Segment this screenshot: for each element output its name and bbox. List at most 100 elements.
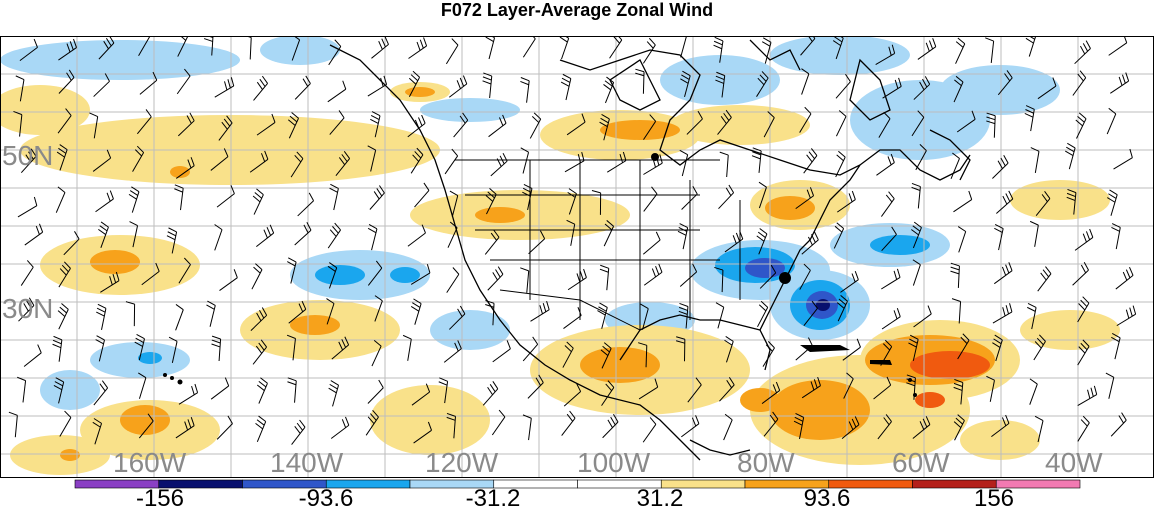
wind-barb: [953, 190, 973, 213]
wind-barb: [211, 335, 222, 362]
coastlines: [329, 39, 971, 461]
wind-barb: [20, 148, 37, 174]
wind-barb: [908, 334, 919, 361]
wind-barb: [95, 190, 114, 213]
wind-barb: [1110, 412, 1127, 437]
wind-barb: [491, 409, 506, 436]
wind-barb: [408, 37, 428, 59]
wind-barb: [89, 112, 99, 139]
colorbar-swatch: [995, 479, 1081, 489]
wind-barb: [488, 114, 507, 138]
wind-barb: [95, 335, 105, 362]
wind-barb: [1107, 189, 1118, 216]
wind-barb: [58, 261, 71, 288]
wind-barb: [138, 36, 151, 57]
wind-barb: [801, 231, 819, 255]
wind-barb: [98, 221, 109, 248]
wind-barb: [843, 372, 854, 399]
wind-barb: [413, 421, 433, 444]
wind-barb: [141, 262, 160, 286]
wind-barb: [371, 36, 389, 59]
wind-barb: [1072, 70, 1087, 96]
wind-barb: [134, 333, 145, 361]
wind-barb: [1077, 296, 1090, 323]
wind-barb: [992, 155, 1009, 179]
wind-barb: [166, 227, 178, 254]
wind-barb: [1074, 40, 1091, 65]
wind-barb: [178, 383, 199, 405]
wind-barb: [328, 380, 340, 407]
wind-barb: [256, 224, 275, 247]
wind-barb: [832, 36, 844, 60]
wind-barb: [840, 271, 859, 293]
wind-barb: [986, 375, 995, 402]
wind-barb: [256, 377, 268, 404]
wind-barbs: [8, 36, 1137, 445]
wind-barb: [992, 303, 1013, 324]
wind-barb: [793, 413, 805, 440]
wind-barb: [1034, 415, 1044, 443]
wind-barb: [723, 413, 733, 441]
wind-barb: [1075, 112, 1087, 139]
wind-barb: [23, 344, 42, 367]
wind-barb: [482, 381, 499, 406]
wind-barb: [795, 337, 813, 361]
wind-barb: [835, 150, 846, 178]
wind-barb: [950, 262, 960, 288]
wind-barb: [8, 411, 18, 438]
wind-barb: [1077, 415, 1090, 442]
wind-barb: [842, 338, 861, 361]
wind-barb: [881, 308, 901, 330]
wind-barb: [606, 151, 627, 173]
wind-barb: [763, 111, 775, 138]
wind-barb: [19, 38, 38, 62]
wind-barb: [957, 226, 967, 253]
wind-barb: [912, 416, 931, 439]
wind-barb: [1029, 378, 1038, 405]
wind-barb: [642, 37, 656, 64]
wind-barb: [367, 224, 378, 251]
wind-barb: [643, 263, 663, 286]
wind-barb: [92, 149, 112, 172]
wind-barb: [873, 376, 892, 400]
wind-barb: [911, 182, 921, 209]
wind-barb: [833, 222, 845, 249]
wind-barb: [175, 416, 195, 439]
wind-barb: [327, 262, 338, 289]
positive-wind-regions-strong: [910, 351, 990, 408]
wind-barb: [530, 300, 550, 322]
wind-barb: [444, 148, 459, 175]
wind-barb: [219, 269, 238, 291]
wind-barb: [719, 377, 735, 402]
wind-barb: [677, 223, 689, 250]
colorbar: [74, 479, 1081, 489]
wind-barb: [1074, 228, 1094, 251]
wind-barb: [176, 68, 191, 95]
wind-barb: [328, 39, 342, 66]
wind-barb: [718, 184, 735, 210]
wind-barb: [567, 188, 577, 215]
wind-barb: [719, 151, 729, 178]
wind-barb: [252, 188, 264, 215]
negative-wind-regions-max: [816, 299, 830, 311]
wind-barb: [560, 73, 572, 101]
wind-barb: [402, 334, 412, 361]
wind-barb: [294, 75, 311, 100]
wind-barb: [714, 266, 724, 293]
wind-barb: [15, 75, 25, 102]
lat-label-50n: 50N: [2, 140, 53, 171]
wind-barb: [835, 110, 847, 137]
wind-barb: [643, 154, 663, 175]
wind-barb: [520, 267, 530, 293]
wind-barb: [955, 37, 966, 64]
wind-barb: [367, 260, 383, 286]
colorbar-label: 93.6: [804, 485, 851, 511]
wind-barb: [881, 226, 897, 252]
wind-barb: [369, 185, 385, 210]
wind-barb: [599, 114, 610, 141]
wind-barb: [449, 190, 459, 217]
wind-barb: [216, 415, 233, 440]
wind-barb: [559, 36, 570, 60]
wind-barb: [678, 302, 689, 329]
wind-barb: [374, 295, 383, 322]
